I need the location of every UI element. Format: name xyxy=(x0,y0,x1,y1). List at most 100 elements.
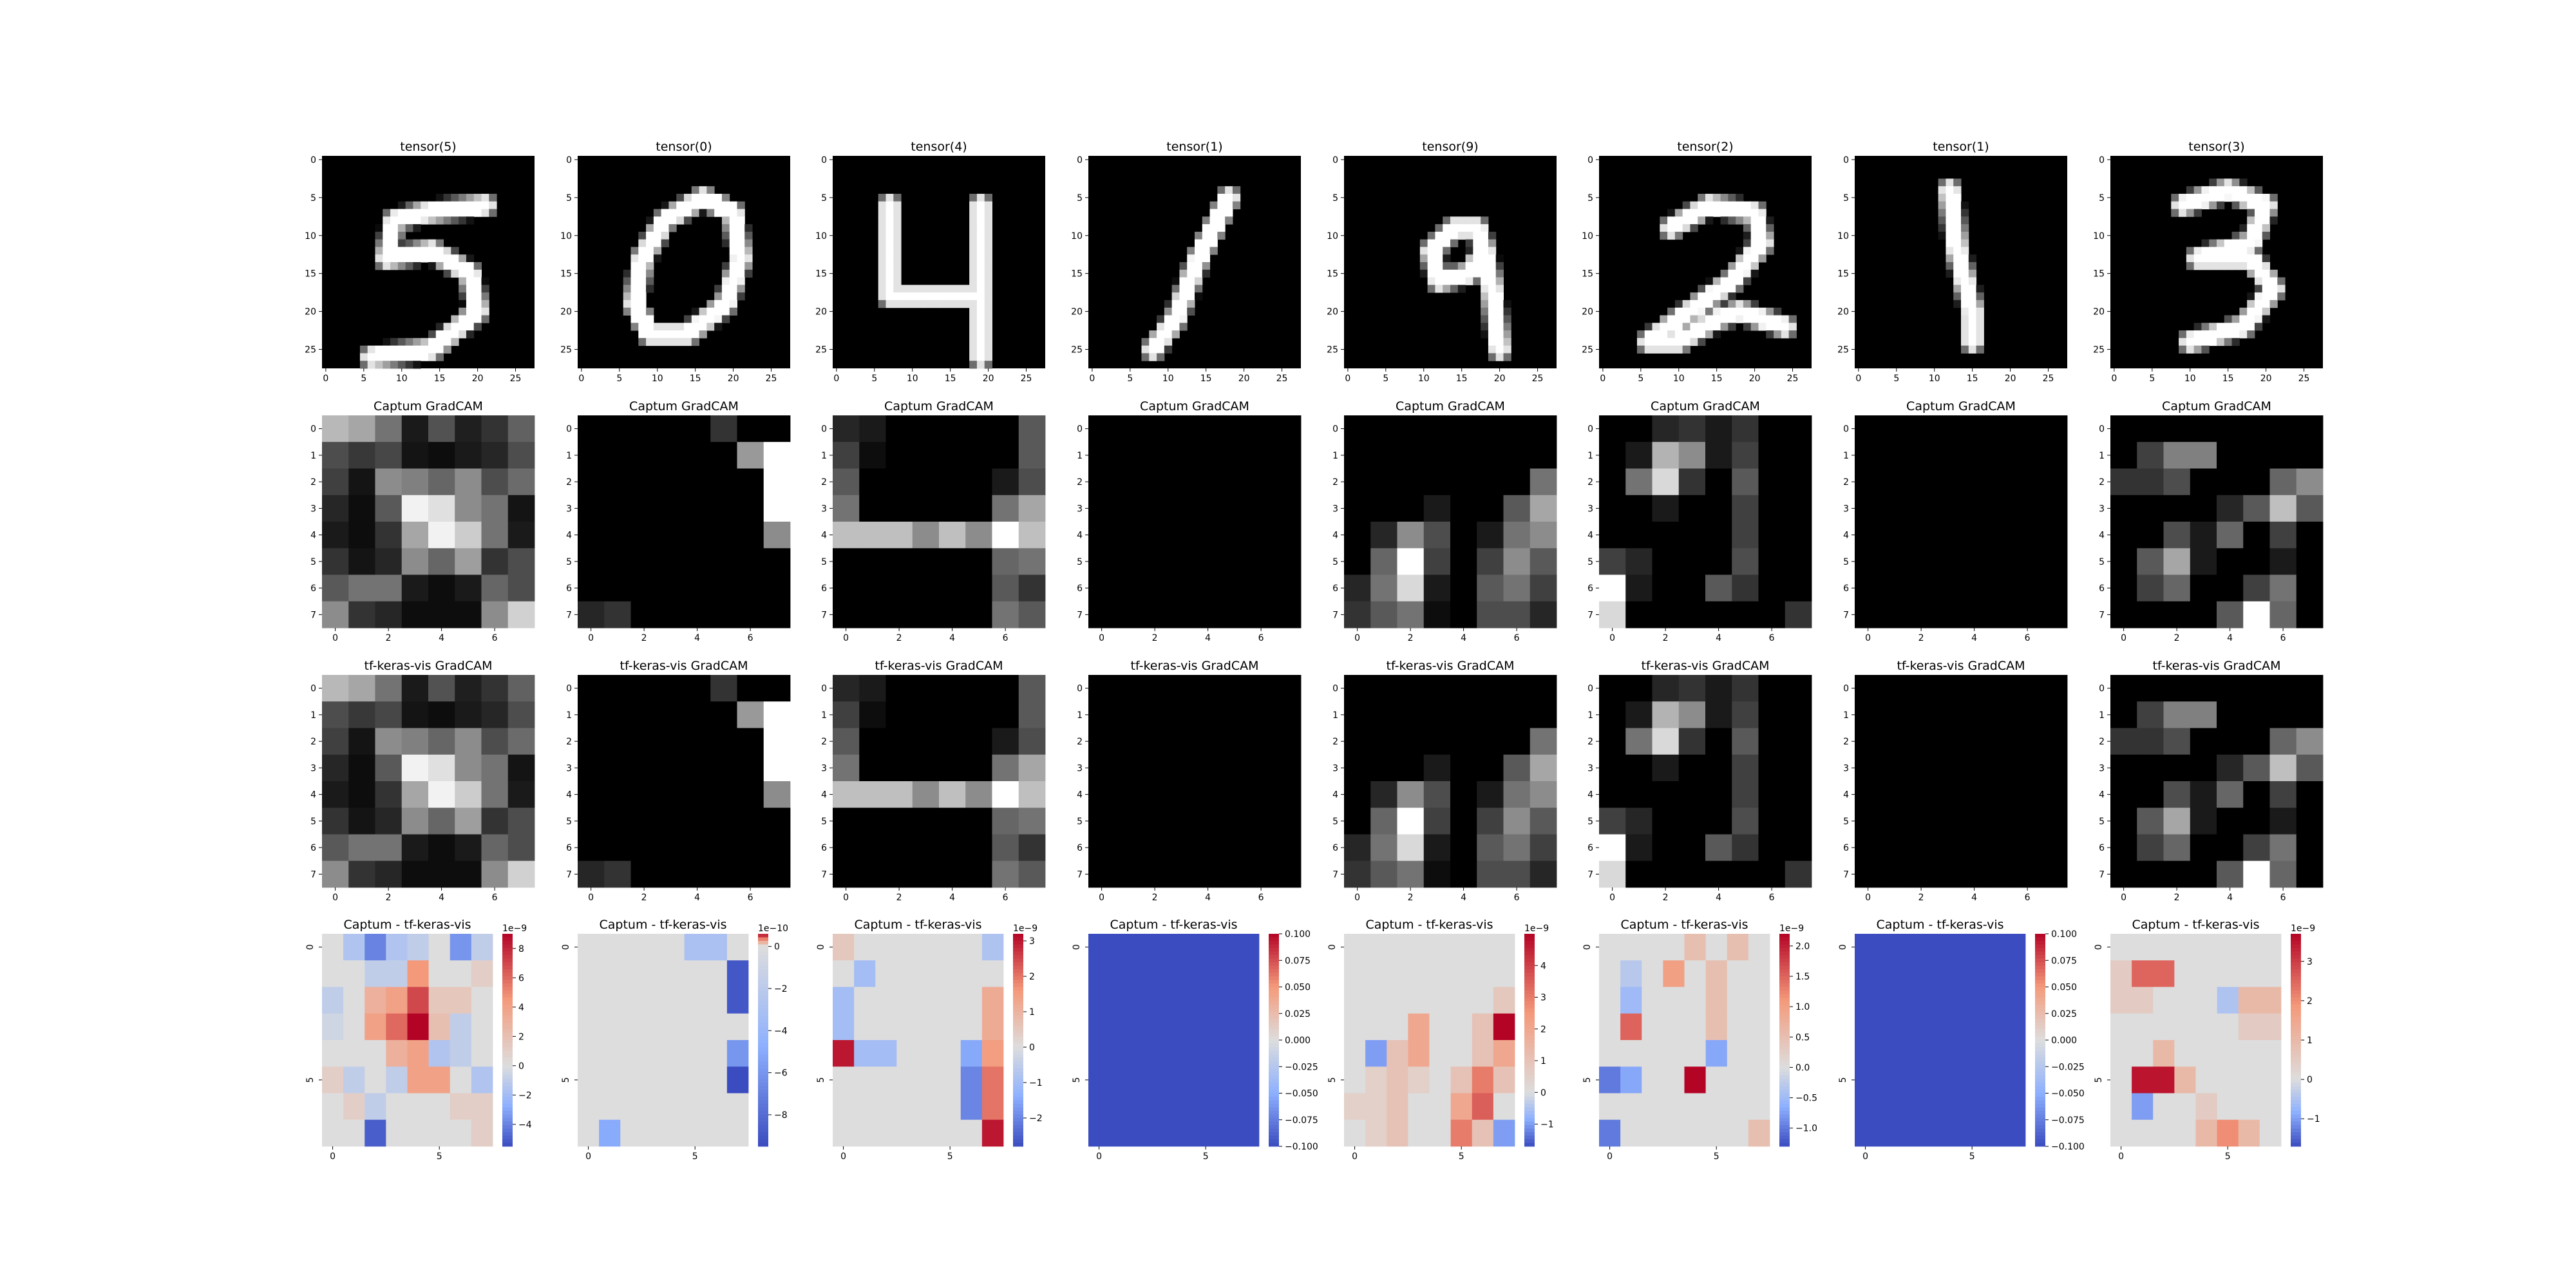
colorbar-segment xyxy=(2291,962,2301,966)
heatmap-cell xyxy=(859,728,886,755)
pixel-cell xyxy=(405,353,413,361)
heatmap-cell xyxy=(1018,468,1046,496)
pixel-cell xyxy=(1488,254,1497,263)
colorbar-segment xyxy=(1524,1125,1535,1129)
pixel-cell xyxy=(916,285,924,293)
pixel-cell xyxy=(473,299,482,308)
pixel-cell xyxy=(1953,239,1962,247)
pixel-cell xyxy=(1946,247,1954,255)
pixel-cell xyxy=(684,216,692,225)
pixel-cell xyxy=(1961,330,1969,339)
pixel-cell xyxy=(1481,277,1489,285)
pixel-cell xyxy=(1728,209,1736,217)
heatmap-cell xyxy=(2040,754,2068,782)
heatmap-cell xyxy=(1732,522,1759,549)
pixel-cell xyxy=(638,254,647,263)
heatmap-cell xyxy=(710,701,737,728)
heatmap-cell xyxy=(684,781,711,808)
y-tick-label: 7 xyxy=(821,869,827,880)
x-tick-label: 2 xyxy=(1408,633,1414,643)
heatmap-cell xyxy=(1247,675,1275,702)
heatmap-cell xyxy=(1530,754,1557,782)
y-tick-label: 20 xyxy=(1582,307,1593,317)
pixel-cell xyxy=(714,292,723,301)
heatmap-cell xyxy=(599,1093,621,1121)
pixel-cell xyxy=(1495,285,1504,293)
pixel-cell xyxy=(969,224,978,232)
pixel-cell xyxy=(413,353,421,361)
colorbar-tick-label: −4 xyxy=(774,1026,788,1036)
pixel-cell xyxy=(1968,330,1977,339)
heatmap-cell xyxy=(1934,601,1962,629)
x-tick-label: 2 xyxy=(1152,633,1158,643)
heatmap-cell xyxy=(1408,1013,1430,1041)
heatmap-cell xyxy=(1705,415,1732,442)
heatmap-cell xyxy=(2163,442,2191,469)
colorbar-segment xyxy=(2291,1026,2301,1030)
pixel-cell xyxy=(1164,299,1173,308)
heatmap-cell xyxy=(2163,860,2191,888)
heatmap-cell xyxy=(1152,1066,1174,1094)
y-tick-label: 25 xyxy=(560,345,572,355)
heatmap-cell xyxy=(1934,415,1962,442)
heatmap-cell xyxy=(2243,468,2270,496)
heatmap-cell xyxy=(322,934,344,961)
colorbar-segment xyxy=(2291,972,2301,977)
pixel-cell xyxy=(1758,307,1766,316)
y-tick-label: 3 xyxy=(1843,763,1849,773)
heatmap-cell xyxy=(1221,468,1248,496)
pixel-cell xyxy=(984,299,992,308)
y-tick-label: 5 xyxy=(1332,193,1338,204)
heatmap-cell xyxy=(2296,468,2324,496)
pixel-cell xyxy=(2209,239,2217,247)
colorbar-segment xyxy=(1013,1022,1023,1027)
heatmap-cell xyxy=(1195,468,1222,496)
heatmap-cell xyxy=(1785,808,1812,835)
heatmap-cell xyxy=(1748,934,1770,961)
heatmap-cell xyxy=(386,1040,408,1067)
colorbar-segment xyxy=(758,1139,768,1143)
heatmap-cell xyxy=(1620,960,1642,987)
heatmap-cell xyxy=(710,860,737,888)
heatmap-cell xyxy=(1110,1040,1132,1067)
pixel-cell xyxy=(737,285,745,293)
colorbar-segment xyxy=(1269,1040,1279,1044)
heatmap-cell xyxy=(1477,495,1504,522)
y-tick-label: 5 xyxy=(1587,193,1593,204)
heatmap-cell xyxy=(1663,1040,1685,1067)
heatmap-cell xyxy=(1344,701,1371,728)
y-tick-label: 2 xyxy=(2099,737,2105,747)
pixel-cell xyxy=(2247,186,2255,194)
pixel-cell xyxy=(699,323,707,331)
heatmap-cell xyxy=(1370,522,1397,549)
heatmap-cell xyxy=(1876,1013,1898,1041)
heatmap-cell xyxy=(833,808,860,835)
pixel-cell xyxy=(976,299,985,308)
colorbar-segment xyxy=(1524,998,1535,1001)
pixel-cell xyxy=(1195,269,1203,278)
pixel-cell xyxy=(976,323,985,331)
heatmap-cell xyxy=(1168,808,1195,835)
pixel-cell xyxy=(421,337,429,346)
pixel-cell xyxy=(737,247,745,255)
heatmap-cell xyxy=(1450,1119,1473,1147)
pixel-cell xyxy=(939,285,947,293)
heatmap-cell xyxy=(2014,574,2041,602)
heatmap-cell xyxy=(1195,522,1222,549)
heatmap-cell xyxy=(912,522,940,549)
heatmap-cell xyxy=(578,601,605,629)
x-tick-label: 4 xyxy=(694,633,700,643)
heatmap-cell xyxy=(1195,834,1222,862)
heatmap-cell xyxy=(1450,601,1477,629)
pixel-cell xyxy=(1953,201,1962,209)
heatmap-cell xyxy=(1344,834,1371,862)
colorbar-segment xyxy=(2291,1111,2301,1115)
heatmap-cell xyxy=(886,495,913,522)
heatmap-cell xyxy=(604,468,631,496)
pixel-cell xyxy=(691,209,700,217)
pixel-cell xyxy=(1736,307,1744,316)
pixel-cell xyxy=(684,337,692,346)
heatmap-cell xyxy=(1684,1066,1707,1094)
heatmap-cell xyxy=(1934,860,1962,888)
colorbar-segment xyxy=(2291,1083,2301,1086)
